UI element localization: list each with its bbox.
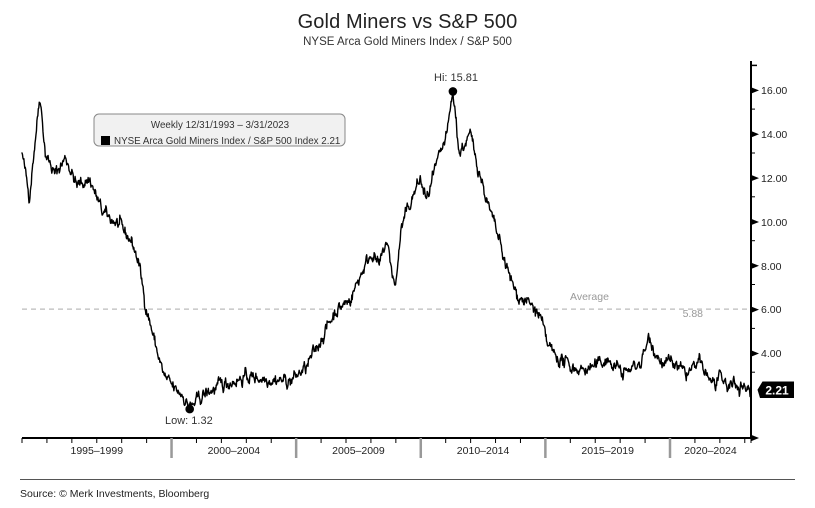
svg-text:16.00: 16.00 [761,85,787,97]
svg-text:Hi: 15.81: Hi: 15.81 [434,72,478,84]
svg-text:2000–2004: 2000–2004 [208,445,261,457]
svg-text:10.00: 10.00 [761,217,787,229]
svg-text:1995–1999: 1995–1999 [70,445,123,457]
svg-text:14.00: 14.00 [761,129,787,141]
svg-text:4.00: 4.00 [761,348,782,360]
svg-text:Average: Average [570,291,609,303]
svg-text:8.00: 8.00 [761,261,782,273]
svg-text:NYSE Arca Gold Miners Index /: NYSE Arca Gold Miners Index / S&P 500 In… [114,136,340,147]
svg-text:2010–2014: 2010–2014 [457,445,510,457]
svg-text:5.88: 5.88 [683,308,704,320]
svg-text:Low: 1.32: Low: 1.32 [165,415,213,427]
svg-text:Weekly 12/31/1993 – 3/31/2023: Weekly 12/31/1993 – 3/31/2023 [151,120,290,131]
svg-text:2015–2019: 2015–2019 [581,445,634,457]
svg-text:6.00: 6.00 [761,304,782,316]
svg-text:2.21: 2.21 [765,384,789,398]
svg-text:2020–2024: 2020–2024 [684,445,737,457]
svg-text:2005–2009: 2005–2009 [332,445,385,457]
svg-text:12.00: 12.00 [761,173,787,185]
